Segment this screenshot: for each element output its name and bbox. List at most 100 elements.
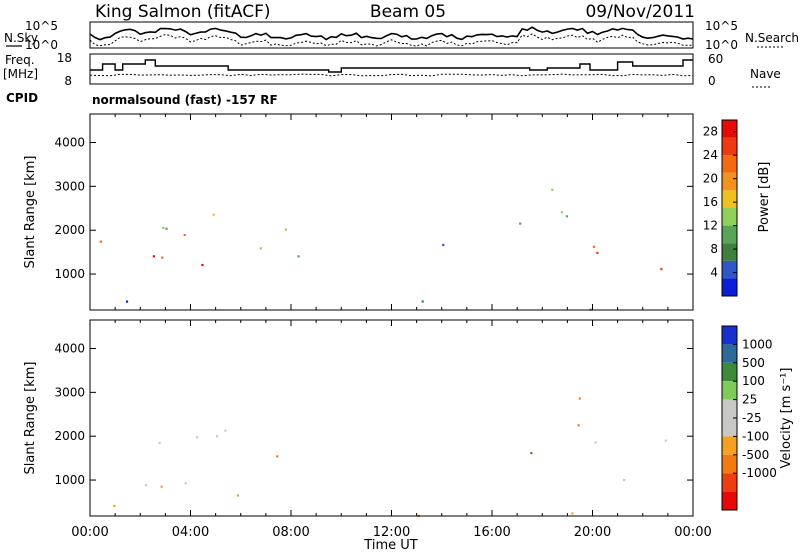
velocity-colorbar-tick-label: -25 (742, 411, 762, 425)
x-tick-label: 08:00 (272, 525, 309, 540)
y-tick-label: 1000 (54, 267, 85, 281)
scatter-cell (571, 512, 574, 515)
scatter-cell (442, 243, 445, 246)
power-y-ticks: 1000 2000 3000 4000 (54, 136, 693, 281)
nsky-label: N.Sky (4, 31, 38, 45)
cpid-label: CPID (6, 91, 38, 105)
velocity-colorbar-tick-label: -1000 (742, 466, 777, 480)
velocity-colorbar-swatch (722, 454, 737, 474)
nsearch-label: N.Search (745, 31, 799, 45)
power-y-axis-label: Slant Range [km] (23, 156, 38, 269)
freq-line (90, 59, 693, 73)
scatter-cell (519, 222, 522, 225)
scatter-cell (216, 435, 219, 438)
velocity-colorbar-tick-label: -100 (742, 429, 769, 443)
velocity-colorbar-swatch (722, 344, 737, 363)
power-colorbar-tick-label: 12 (703, 219, 718, 233)
velocity-colorbar-tick-label: -500 (742, 448, 769, 462)
cpid-text: normalsound (fast) -157 RF (92, 93, 278, 107)
velocity-panel-frame (89, 319, 694, 517)
scatter-cell (212, 213, 215, 216)
scatter-cell (113, 504, 116, 507)
scatter-cell (560, 211, 563, 214)
scatter-cell (99, 240, 102, 243)
x-tick-label: 00:00 (71, 525, 108, 540)
power-colorbar-tick-label: 16 (703, 195, 718, 209)
power-colorbar-tick-label: 20 (703, 172, 718, 186)
scatter-cell (183, 233, 186, 237)
velocity-colorbar-tick-label: 25 (742, 393, 757, 407)
power-colorbar-swatch (722, 120, 737, 138)
nave-label: Nave (750, 67, 781, 81)
x-tick-label: 04:00 (172, 525, 209, 540)
noise-sky-line (89, 26, 694, 41)
noise-left-tick-top: 10^5 (25, 19, 58, 33)
scatter-cell (664, 439, 667, 442)
y-tick-label: 4000 (54, 136, 85, 150)
station-title: King Salmon (fitACF) (95, 2, 271, 22)
noise-search-line (89, 33, 693, 47)
x-tick-label: 16:00 (473, 525, 510, 540)
power-colorbar-swatch (722, 137, 737, 156)
freq-unit-label: [MHz] (3, 67, 38, 81)
scatter-cell (236, 494, 239, 497)
noise-panel-frame (89, 21, 694, 49)
y-tick-label: 3000 (54, 385, 85, 399)
power-colorbar: 4 8 12 16 20 24 28 (703, 119, 738, 297)
scatter-cell (421, 300, 424, 303)
y-tick-label: 2000 (54, 223, 85, 237)
scatter-cell (162, 226, 165, 230)
scatter-cell (152, 255, 155, 258)
power-scatter-cells (99, 188, 663, 311)
scatter-cell (594, 441, 597, 444)
x-tick-label: 12:00 (373, 525, 410, 540)
power-colorbar-swatch (722, 260, 737, 279)
scatter-cell (125, 300, 129, 303)
power-colorbar-swatch (722, 190, 737, 208)
freq-tick-bottom: 8 (64, 74, 72, 88)
velocity-colorbar-swatch (722, 418, 737, 437)
velocity-y-ticks: 1000 2000 3000 4000 (54, 342, 693, 487)
power-colorbar-tick-label: 24 (703, 148, 718, 162)
y-tick-label: 2000 (54, 429, 85, 443)
time-axis-labels: 00:00 04:00 08:00 12:00 16:00 20:00 00:00 (71, 525, 711, 540)
nave-tick-top: 60 (708, 52, 723, 66)
scatter-cell (578, 397, 581, 400)
scatter-cell (145, 484, 148, 487)
noise-right-tick-bottom: 10^0 (705, 38, 738, 52)
freq-label: Freq. (5, 53, 35, 67)
velocity-panel: 1000 2000 3000 4000 Slant Range [km] 1000 50… (23, 319, 794, 518)
scatter-cell (224, 429, 227, 432)
nave-tick-bottom: 0 (708, 74, 716, 88)
scatter-cell (184, 482, 187, 485)
velocity-colorbar-tick-label: 1000 (742, 337, 773, 351)
power-colorbar-swatch (722, 225, 737, 244)
velocity-colorbar-swatch (722, 362, 737, 382)
velocity-scatter-cells (113, 397, 667, 518)
freq-panel-frame (89, 53, 694, 85)
velocity-x-ticks (89, 320, 694, 516)
scatter-cell (596, 251, 599, 254)
velocity-colorbar-label: Velocity [m s⁻¹] (779, 368, 794, 469)
scatter-cell (551, 188, 554, 191)
velocity-colorbar-swatch (722, 473, 737, 492)
scatter-cell (161, 256, 164, 259)
beam-label: Beam 05 (370, 2, 446, 22)
y-tick-label: 1000 (54, 473, 85, 487)
noise-left-tick-bottom: 10^0 (25, 38, 58, 52)
scatter-cell (530, 452, 533, 455)
scatter-cell (623, 479, 626, 482)
x-axis-label: Time UT (363, 538, 417, 553)
scatter-cell (577, 424, 580, 427)
scatter-cell (259, 247, 262, 250)
scatter-cell (201, 264, 204, 267)
power-colorbar-frame (721, 119, 738, 297)
scatter-cell (165, 227, 168, 230)
velocity-y-axis-label: Slant Range [km] (23, 362, 38, 475)
velocity-colorbar-swatch (722, 491, 737, 510)
power-colorbar-tick-label: 4 (710, 266, 718, 280)
scatter-cell (297, 255, 300, 258)
y-tick-label: 3000 (54, 179, 85, 193)
velocity-colorbar-swatch (722, 326, 737, 345)
power-colorbar-swatch (722, 243, 737, 261)
